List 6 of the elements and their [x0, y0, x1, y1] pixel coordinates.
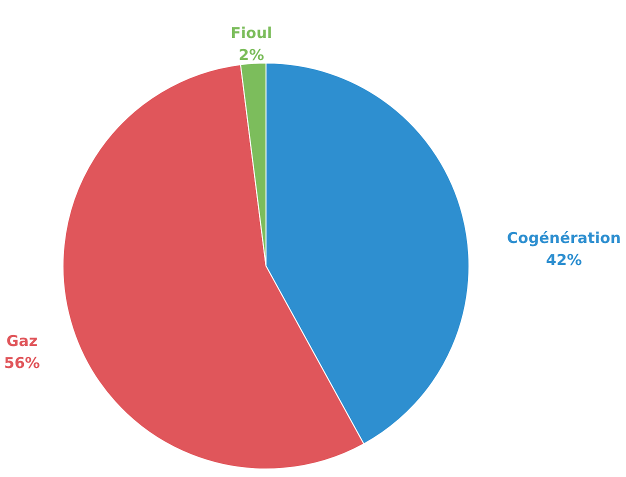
data-label: 2%: [238, 46, 264, 64]
slice-label: Gaz: [6, 332, 38, 350]
slice-label: Cogénération: [507, 229, 621, 247]
slice-label: Fioul: [230, 24, 272, 42]
data-label: 56%: [4, 354, 40, 372]
data-label: 42%: [546, 251, 582, 269]
